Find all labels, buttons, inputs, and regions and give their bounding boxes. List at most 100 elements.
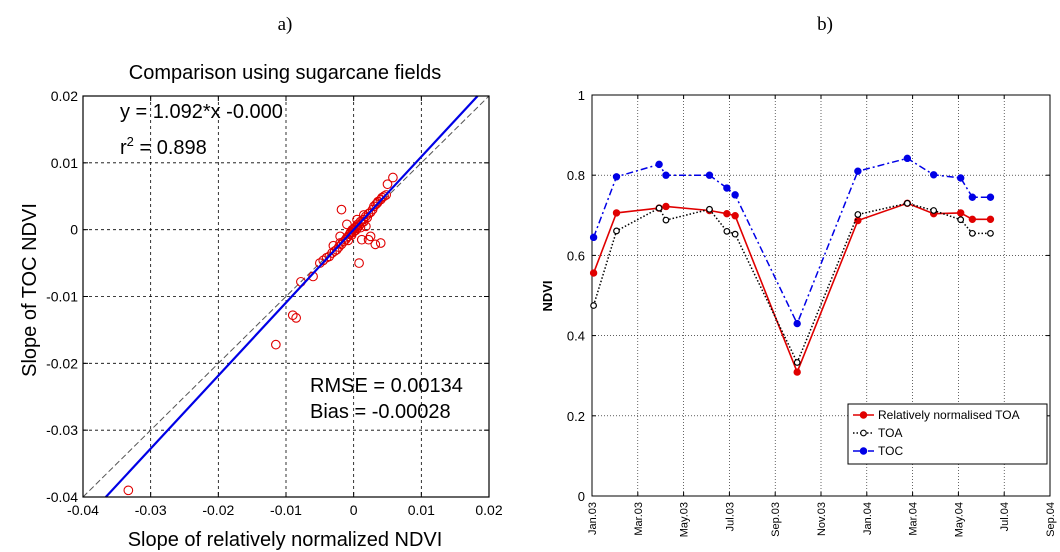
chart-a-point [356,234,367,245]
chart-a-fit-line [104,95,479,498]
scatter-chart-panel: Comparison using sugarcane fields Slope … [19,62,503,551]
chart-b-point [903,154,912,163]
chart-b-x-tick-label: May.04 [953,502,965,537]
chart-b-point [723,227,731,235]
chart-a-grid [83,96,489,497]
chart-b-series-line [592,202,991,375]
chart-a-y-tick-label: -0.04 [46,489,78,505]
chart-a-x-tick-label: 0.01 [408,502,435,518]
chart-b-legend-box [847,403,1048,465]
chart-b-x-tick-label: Jan.03 [587,502,599,535]
chart-b-legend-label: Relatively normalised TOA [878,408,1020,422]
chart-b-point [956,174,965,182]
chart-b-point [613,227,620,235]
chart-a-point [287,310,298,321]
chart-b-x-tick-label: Mar.04 [908,502,920,536]
chart-b-x-tick-label: Jul.03 [724,502,736,531]
chart-a-y-tick-label: 0.02 [51,88,78,104]
chart-b-x-tick-label: Jul.04 [999,502,1011,531]
chart-b-point [957,216,965,224]
chart-b-point [986,193,995,201]
chart-b-point [706,205,713,213]
chart-b-point [793,368,801,376]
chart-b-point [590,302,598,309]
chart-b-x-tick-label: Mar.03 [633,502,645,536]
chart-b-point [705,171,714,179]
chart-a-reference-line [82,95,490,498]
chart-b-point [723,184,731,192]
chart-b-series-line [592,157,991,326]
chart-b-point [793,359,801,366]
chart-b-point [612,173,621,181]
chart-b-y-tick-label: 1 [578,88,585,103]
chart-a-y-tick-label: -0.02 [46,355,78,371]
chart-b-legend-label: TOC [878,444,903,458]
chart-a-x-tick-label: 0.02 [475,502,502,518]
chart-b-point [662,171,670,179]
chart-b-point [662,216,670,224]
chart-a-reference-line-group [82,95,490,498]
chart-a-point [363,234,374,245]
chart-a-point [381,190,391,200]
chart-b-series-1 [590,199,994,366]
chart-b-point [793,319,801,328]
panel-label-a: a) [278,14,293,35]
chart-a-point [360,221,371,232]
chart-b-y-tick-label: 0.6 [567,248,585,263]
line-chart-panel: NDVI Jan.03 Mar.03 May.03 Jul.03 Sep.03 Nov.0… [540,88,1057,537]
chart-b-point [968,193,977,201]
chart-a-x-tick-label: -0.03 [135,502,167,518]
chart-a-r-squared: r2 = 0.898 [120,134,207,159]
chart-a-y-tick-label: -0.03 [46,422,78,438]
chart-a-point [379,191,389,202]
chart-a-point [370,239,381,250]
chart-a-x-tick-label: -0.02 [202,502,234,518]
chart-a-equation: y = 1.092*x -0.000 [120,101,283,123]
chart-a-y-tick-label: -0.01 [46,289,78,305]
chart-b-series-line [592,202,991,365]
chart-b-point [612,209,621,217]
chart-a-y-tick-label: 0 [70,222,78,238]
chart-a-y-axis-label: Slope of TOC NDVI [19,203,41,377]
chart-a-point [342,219,352,230]
chart-a-title: Comparison using sugarcane fields [129,62,441,84]
chart-b-point [723,209,731,218]
chart-a-point [324,251,335,262]
chart-b-x-tick-label: May.03 [679,502,691,537]
chart-a-point [123,485,134,496]
chart-a-fit-line-group [104,95,479,498]
chart-b-point [930,207,938,214]
chart-b-point [589,269,598,277]
chart-a-point [271,339,281,350]
chart-a-y-tick-label: 0.01 [51,155,78,171]
chart-b-x-tick-label: Sep.03 [770,502,782,537]
chart-b-point [854,211,862,218]
chart-b-x-tick-label: Sep.04 [1045,502,1057,537]
chart-b-point [854,167,862,175]
chart-b-point [854,216,862,225]
chart-b-legend-swatch-marker [859,447,868,455]
chart-b-y-tick-label: 0.8 [567,168,585,183]
chart-a-bias: Bias = -0.00028 [310,401,451,423]
chart-b-series-0 [589,199,995,376]
chart-a-point [354,258,364,268]
chart-b-point [589,233,598,242]
chart-b-point [731,230,739,238]
chart-a-point [375,238,386,248]
chart-a-point [365,207,376,218]
chart-a-point [335,231,345,242]
chart-b-legend-swatch-marker [860,429,867,437]
chart-b-point [968,215,977,224]
chart-b-y-tick-label: 0.2 [567,409,585,424]
chart-b-legend-swatch-marker [859,411,868,419]
chart-a-ticks: -0.04 -0.03 -0.02 -0.01 0 0.01 0.02 -0.04 -0.03 -… [46,88,503,518]
panel-label-b: b) [817,14,833,35]
chart-a-point [382,179,393,190]
chart-b-point [929,171,938,179]
chart-b-legend-label: TOA [878,426,902,440]
chart-a-x-tick-label: -0.04 [67,502,99,518]
chart-a-point [336,204,347,215]
chart-b-point [731,212,739,220]
chart-a-point [291,313,302,323]
chart-b-point [903,199,911,207]
